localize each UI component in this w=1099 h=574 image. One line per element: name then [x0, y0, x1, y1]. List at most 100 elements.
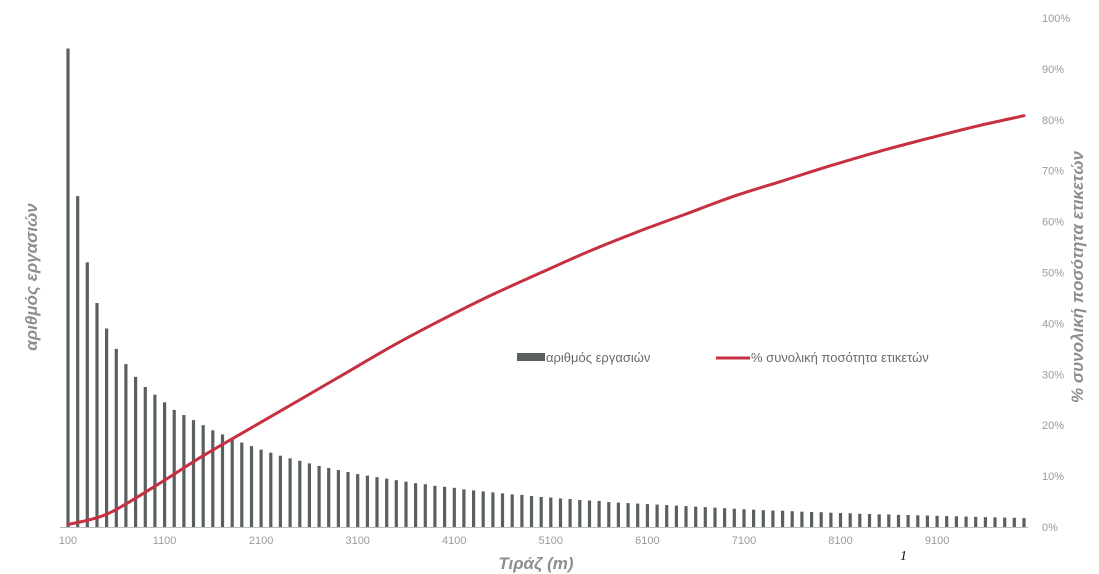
legend-label-bars: αριθμός εργασιών [546, 350, 650, 365]
bar [1003, 517, 1007, 527]
y-right-tick-label: 70% [1042, 166, 1064, 178]
y-right-tick-label: 40% [1042, 318, 1064, 330]
bar [365, 475, 369, 527]
bar [394, 480, 398, 527]
bar [85, 262, 89, 527]
bar [317, 465, 321, 527]
bar [761, 510, 765, 527]
y-right-tick-label: 10% [1042, 471, 1064, 483]
y-left-axis-title: αριθμός εργασιών [22, 203, 41, 351]
y-right-tick-label: 50% [1042, 268, 1064, 280]
bar [723, 508, 727, 527]
bar [259, 449, 263, 527]
bar [829, 512, 833, 527]
bar [220, 434, 225, 527]
bar [230, 438, 234, 527]
bar [587, 500, 592, 527]
x-tick-label: 4100 [442, 535, 466, 547]
bar [288, 458, 292, 527]
bar [732, 508, 736, 527]
x-tick-label: 9100 [925, 535, 949, 547]
bar [114, 348, 118, 527]
bar [211, 430, 215, 527]
x-tick-label: 1100 [153, 535, 177, 547]
bar [278, 455, 282, 527]
bar [307, 463, 311, 527]
bar [626, 503, 630, 527]
bar [462, 489, 466, 527]
bar [916, 515, 920, 527]
bar [568, 499, 572, 527]
x-tick-label: 5100 [539, 535, 563, 547]
bar [993, 517, 997, 527]
x-tick-label: 2100 [249, 535, 273, 547]
y-right-tick-label: 0% [1042, 522, 1058, 534]
bars-layer [66, 48, 1026, 527]
y-right-tick-label: 80% [1042, 115, 1064, 127]
bar [790, 511, 794, 527]
x-tick-labels: 100 1100 2100 3100 4100 5100 6100 7100 8100 9100 [59, 535, 950, 547]
bar [674, 505, 678, 527]
bar [983, 517, 987, 527]
cumulative-percent-line [66, 114, 1026, 526]
legend-label-line: % συνολική ποσότητα ετικετών [751, 350, 929, 365]
x-tick-label: 100 [59, 535, 77, 547]
y-right-tick-label: 60% [1042, 217, 1064, 229]
x-axis-title: Τιράζ (m) [498, 554, 573, 573]
bar [452, 487, 456, 527]
bar [520, 494, 524, 527]
bar [124, 364, 128, 527]
bar [1012, 517, 1016, 527]
bar [105, 328, 109, 527]
bar [143, 387, 147, 527]
bar [201, 425, 205, 527]
bar [500, 493, 505, 527]
bar [172, 409, 176, 527]
bar [558, 498, 563, 527]
bar [945, 516, 949, 527]
bar [964, 516, 968, 527]
bar [578, 500, 582, 527]
bar [95, 303, 99, 527]
bar [375, 477, 379, 527]
bar [867, 514, 872, 527]
bar [414, 483, 418, 527]
bar [356, 474, 360, 527]
bar [66, 48, 70, 527]
bar [549, 497, 553, 527]
bar [703, 507, 707, 527]
bar [597, 501, 601, 527]
bar [249, 446, 254, 527]
bar [346, 472, 350, 527]
y-right-tick-label: 20% [1042, 420, 1064, 432]
bar [713, 507, 717, 527]
bar [327, 468, 331, 527]
bar [529, 496, 534, 527]
bar [800, 511, 804, 527]
bar [974, 516, 978, 527]
bar [385, 478, 389, 527]
legend-swatch-bars [517, 353, 545, 361]
bar [858, 513, 862, 527]
bar [684, 506, 688, 527]
bar [134, 376, 138, 527]
bar [954, 516, 958, 527]
x-tick-label: 8100 [828, 535, 852, 547]
bar [616, 502, 620, 527]
bar [433, 485, 437, 527]
bar [771, 510, 775, 527]
bar [491, 492, 495, 527]
bar [838, 513, 843, 527]
x-tick-label: 3100 [345, 535, 369, 547]
bar [443, 486, 447, 527]
bar [404, 481, 408, 527]
bar [781, 510, 785, 527]
bar [269, 452, 273, 527]
bar [887, 514, 891, 527]
bar [240, 442, 244, 527]
bar [655, 504, 659, 527]
bar [76, 196, 80, 527]
bar [752, 509, 756, 527]
